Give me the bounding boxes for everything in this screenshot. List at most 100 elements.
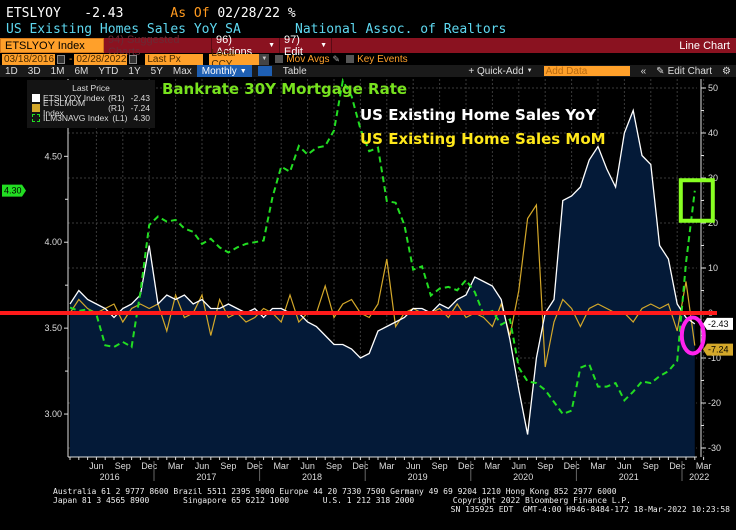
- x-axis-tick-label: Jun: [406, 461, 421, 471]
- left-axis-tick-label: 4.00: [44, 237, 62, 247]
- right-axis-tick-label: 20: [708, 218, 718, 228]
- highlight-rectangle: [678, 178, 715, 223]
- edit-chart-label: Edit Chart: [667, 65, 713, 77]
- collapse-icon[interactable]: «: [640, 65, 647, 77]
- date-range-bar: 03/18/2016 - 02/28/2022 Last Px Local CC…: [0, 48, 736, 70]
- chevron-down-icon: ▼: [526, 68, 533, 74]
- x-axis-year-label: 2018: [302, 472, 322, 482]
- left-axis-tick-label: 3.50: [44, 323, 62, 333]
- quick-add-label: + Quick-Add: [468, 65, 524, 77]
- legend-name: ETSLMOM Index: [43, 98, 86, 118]
- right-axis-tick-label: 30: [708, 173, 718, 183]
- annotation-mortgage: Bankrate 30Y Mortgage Rate: [162, 80, 407, 98]
- mov-avgs-label: Mov Avgs: [286, 53, 330, 65]
- legend-axis: (L1): [112, 113, 128, 123]
- x-axis-year-label: 2016: [100, 472, 120, 482]
- key-events-checkbox[interactable]: [346, 55, 355, 63]
- legend-item: ETSLYOY Index (R1) -2.43: [32, 93, 150, 103]
- frequency-label: Monthly: [201, 65, 237, 77]
- security-input[interactable]: ETSLYOY Index: [0, 38, 104, 53]
- x-axis-tick-label: Mar: [379, 461, 395, 471]
- x-axis-tick-label: Jun: [617, 461, 632, 471]
- last-value-flag: [703, 343, 733, 356]
- x-axis-tick-label: Mar: [696, 461, 712, 471]
- x-axis-tick-label: Jun: [89, 461, 104, 471]
- x-axis-tick-label: Dec: [669, 461, 686, 471]
- annotation-yoy: US Existing Home Sales YoY: [360, 106, 597, 124]
- data-source: National Assoc. of Realtors: [295, 22, 507, 37]
- x-axis-tick-label: Dec: [247, 461, 264, 471]
- as-of-label: As Of: [170, 6, 210, 21]
- x-axis-tick-label: Sep: [432, 461, 448, 471]
- footer-contacts: Australia 61 2 9777 8600 Brazil 5511 239…: [53, 487, 631, 505]
- series-line-etslyoy: [69, 108, 696, 435]
- line-chart-icon[interactable]: [257, 66, 272, 76]
- frequency-select[interactable]: Monthly ▼: [196, 65, 252, 77]
- legend-item: ETSLMOM Index (R1) -7.24: [32, 98, 150, 118]
- percent-sign: %: [287, 6, 296, 21]
- period-6m[interactable]: 6M: [74, 65, 89, 77]
- right-axis-tick-label: -10: [708, 353, 721, 363]
- edit-label: 97) Edit: [284, 33, 303, 58]
- add-data-input[interactable]: Add Data: [543, 66, 630, 77]
- edit-menu[interactable]: 97) Edit ▼: [280, 34, 332, 58]
- x-axis-tick-label: Dec: [458, 461, 475, 471]
- key-events-label: Key Events: [357, 53, 408, 65]
- x-axis-tick-label: Sep: [537, 461, 553, 471]
- period-1y[interactable]: 1Y: [128, 65, 141, 77]
- x-axis-tick-label: Sep: [643, 461, 659, 471]
- quick-add-button[interactable]: + Quick-Add ▼: [463, 65, 537, 77]
- mov-avgs-checkbox[interactable]: [275, 55, 284, 63]
- series-line-etslmom: [69, 203, 696, 368]
- period-max[interactable]: Max: [172, 65, 192, 77]
- x-axis-tick-label: Mar: [590, 461, 606, 471]
- right-axis-tick-label: -20: [708, 398, 721, 408]
- end-date-input[interactable]: 02/28/2022: [74, 53, 128, 65]
- edit-chart-button[interactable]: ✎ Edit Chart: [651, 65, 717, 77]
- x-axis-tick-label: Jun: [512, 461, 527, 471]
- date-separator: -: [69, 53, 73, 65]
- start-date-input[interactable]: 03/18/2016: [2, 53, 55, 65]
- last-value-flag-label: -2.43: [708, 319, 729, 329]
- last-value: -2.43: [84, 6, 124, 21]
- series-area-etslyoy: [70, 110, 695, 457]
- left-axis: 3.00 3.50 4.00 4.50 4.30: [2, 79, 69, 457]
- x-axis-tick-label: Mar: [273, 461, 289, 471]
- legend-axis: (R1): [108, 103, 125, 113]
- x-axis-tick-label: Sep: [115, 461, 131, 471]
- period-1d[interactable]: 1D: [5, 65, 18, 77]
- period-5y[interactable]: 5Y: [150, 65, 163, 77]
- chevron-down-icon[interactable]: ▼: [259, 53, 270, 65]
- period-3d[interactable]: 3D: [27, 65, 41, 77]
- calendar-icon[interactable]: [129, 54, 138, 64]
- chevron-down-icon: ▼: [239, 67, 247, 75]
- left-axis-tick-label: 4.50: [44, 151, 62, 161]
- currency-select[interactable]: Local CCY: [209, 48, 260, 70]
- period-1m[interactable]: 1M: [50, 65, 65, 77]
- table-button[interactable]: Table: [282, 65, 307, 77]
- right-axis: -30-20-1001020304050-2.43-7.24: [700, 79, 733, 457]
- period-ytd[interactable]: YTD: [98, 65, 119, 77]
- calendar-icon[interactable]: [57, 54, 65, 64]
- right-axis-tick-label: 10: [708, 263, 718, 273]
- footer-timestamp: SN 135925 EDT GMT-4:00 H946-8484-172 18-…: [450, 505, 730, 514]
- pencil-icon: ✎: [656, 65, 665, 77]
- gear-icon[interactable]: ⚙: [722, 65, 731, 77]
- legend-name: ETSLYOY Index: [43, 93, 105, 103]
- legend-value: 4.30: [133, 113, 150, 123]
- highlight-ellipse: [679, 315, 706, 356]
- pencil-icon[interactable]: ✎: [332, 53, 341, 64]
- legend-axis: (R1): [108, 93, 125, 103]
- legend-swatch-green-dashed: [32, 114, 40, 122]
- legend-value: -7.24: [130, 103, 150, 113]
- security-description-row: US Existing Homes Sales YoY SA National A…: [6, 22, 506, 37]
- x-axis: Jun Sep Dec Mar Jun Sep Dec Mar Jun Sep Dec Mar Jun S…: [68, 456, 712, 482]
- footer-line-1: Australia 61 2 9777 8600 Brazil 5511 239…: [53, 487, 617, 496]
- x-axis-tick-label: Sep: [326, 461, 342, 471]
- price-field-select[interactable]: Last Px: [145, 53, 204, 65]
- chevron-down-icon: ▼: [320, 42, 327, 49]
- x-axis-year-label: 2020: [513, 472, 533, 482]
- series-line-ilm3navg: [69, 77, 696, 416]
- suggested-charts-button[interactable]: 94) Suggested Charts: [104, 34, 212, 58]
- security-header: ETSLYOY -2.43 As Of 02/28/22 %: [6, 6, 296, 22]
